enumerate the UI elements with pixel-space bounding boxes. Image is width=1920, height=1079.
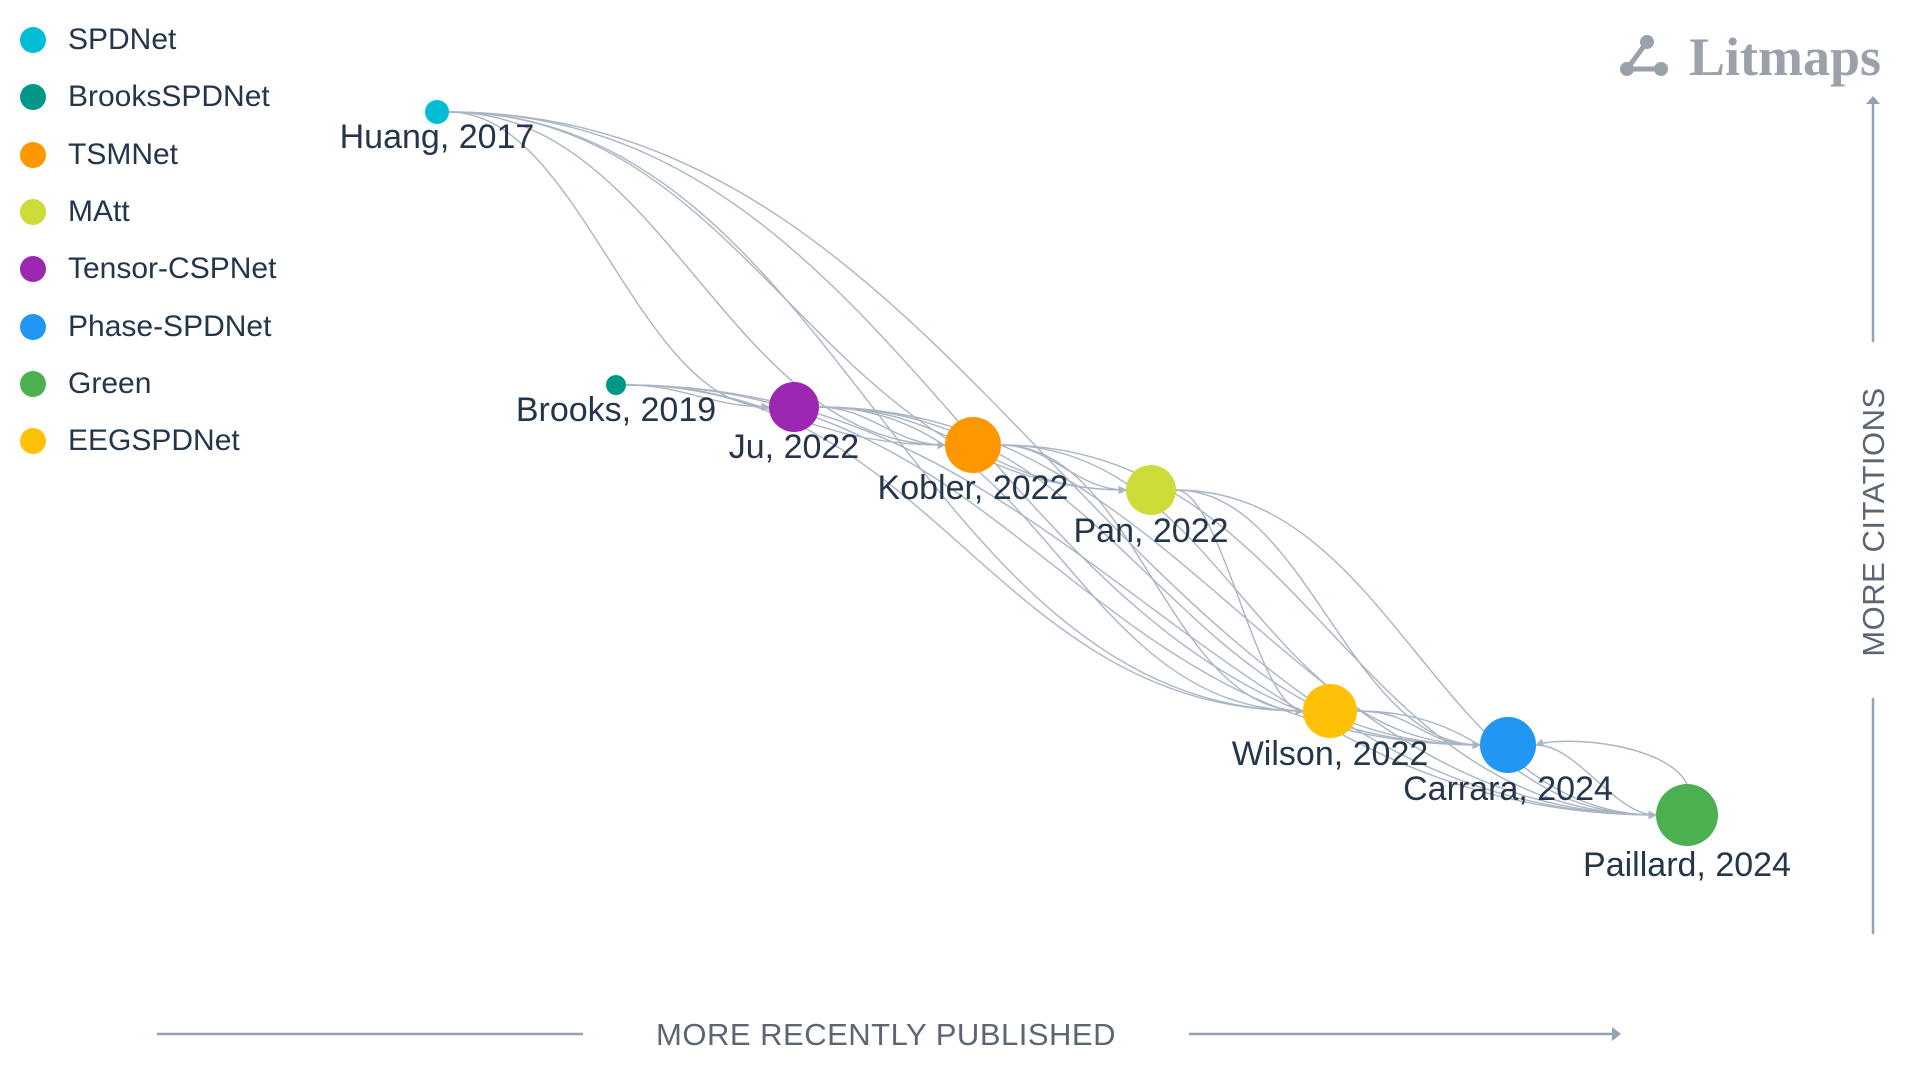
y-axis-label: MORE CITATIONS	[1856, 387, 1891, 656]
x-axis: MORE RECENTLY PUBLISHED	[157, 1017, 1621, 1052]
edges	[448, 111, 1688, 820]
paper-node-label[interactable]: Brooks, 2019	[516, 391, 716, 429]
legend-label: MAtt	[68, 194, 130, 228]
legend-color-dot	[20, 141, 46, 168]
citation-edge-paillard-carrara	[1535, 738, 1688, 785]
legend-label: BrooksSPDNet	[68, 80, 270, 114]
citation-edge-kobler-carrara	[1000, 444, 1481, 750]
citation-edge-carrara-paillard	[1535, 744, 1657, 820]
paper-node-circle[interactable]	[1126, 465, 1176, 515]
paper-node-pan[interactable]: Pan, 2022	[1073, 465, 1229, 550]
paper-node-label[interactable]: Huang, 2017	[340, 118, 535, 156]
paper-node-brooks[interactable]: Brooks, 2019	[516, 375, 716, 429]
legend-color-dot	[20, 428, 46, 455]
citation-edge-ju-wilson	[818, 406, 1304, 716]
brand-name: Litmaps	[1689, 27, 1881, 87]
legend-item[interactable]: Phase-SPDNet	[20, 307, 271, 347]
legend-item[interactable]: MAtt	[20, 192, 130, 232]
paper-node-kobler[interactable]: Kobler, 2022	[878, 417, 1069, 507]
citation-edge-wilson-carrara	[1356, 710, 1481, 750]
legend-item[interactable]: SPDNet	[20, 20, 176, 60]
legend-label: TSMNet	[68, 137, 179, 171]
paper-node-label[interactable]: Wilson, 2022	[1232, 735, 1429, 773]
paper-node-wilson[interactable]: Wilson, 2022	[1232, 684, 1429, 773]
legend-item[interactable]: Tensor-CSPNet	[20, 249, 276, 289]
citation-edge-pan-carrara	[1175, 489, 1481, 750]
paper-node-label[interactable]: Ju, 2022	[729, 428, 859, 466]
legend-label: EEGSPDNet	[68, 424, 240, 458]
legend-label: SPDNet	[68, 23, 177, 56]
legend-item[interactable]: EEGSPDNet	[20, 421, 240, 461]
legend-item[interactable]: Green	[20, 364, 151, 404]
paper-node-circle[interactable]	[425, 100, 449, 124]
paper-node-carrara[interactable]: Carrara, 2024	[1403, 717, 1613, 808]
legend-color-dot	[20, 256, 46, 283]
paper-node-paillard[interactable]: Paillard, 2024	[1583, 784, 1791, 884]
paper-node-label[interactable]: Pan, 2022	[1073, 512, 1228, 550]
legend-color-dot	[20, 84, 46, 111]
paper-node-circle[interactable]	[1480, 717, 1536, 773]
citation-edge-huang-paillard	[448, 111, 1657, 820]
citation-edge-pan-wilson	[1175, 489, 1304, 716]
legend-label: Tensor-CSPNet	[68, 252, 277, 286]
litmaps-logo[interactable]: Litmaps	[1620, 27, 1881, 87]
paper-node-circle[interactable]	[1303, 684, 1357, 738]
citation-edge-brooks-wilson	[625, 384, 1304, 716]
x-axis-arrow-icon	[1612, 1027, 1621, 1041]
citation-edge-huang-ju	[448, 111, 770, 412]
x-axis-label: MORE RECENTLY PUBLISHED	[656, 1017, 1116, 1052]
legend-color-dot	[20, 198, 46, 225]
paper-node-label[interactable]: Paillard, 2024	[1583, 846, 1791, 884]
legend-item[interactable]: BrooksSPDNet	[20, 77, 270, 117]
citation-edge-huang-kobler	[448, 111, 946, 450]
nodes: Huang, 2017 Brooks, 2019 Ju, 2022 Kobler, 2…	[340, 100, 1791, 884]
graph-nodes-icon	[1620, 35, 1668, 76]
citation-edge-pan-paillard	[1175, 489, 1657, 820]
legend-color-dot	[20, 313, 46, 340]
y-axis: MORE CITATIONS	[1856, 96, 1891, 934]
y-axis-arrow-icon	[1866, 96, 1880, 104]
citation-edge-kobler-paillard	[1000, 444, 1657, 820]
legend-item[interactable]: TSMNet	[20, 135, 178, 175]
paper-node-circle[interactable]	[769, 382, 819, 432]
paper-node-huang[interactable]: Huang, 2017	[340, 100, 535, 156]
citation-edge-ju-carrara	[818, 406, 1481, 750]
paper-node-circle[interactable]	[945, 417, 1001, 473]
legend-color-dot	[20, 27, 46, 53]
paper-node-circle[interactable]	[606, 375, 626, 395]
legend-label: Green	[68, 366, 152, 400]
paper-node-circle[interactable]	[1656, 784, 1718, 846]
legend-color-dot	[20, 370, 46, 397]
citation-edge-ju-kobler	[818, 406, 946, 450]
paper-node-label[interactable]: Carrara, 2024	[1403, 770, 1613, 808]
legend-label: Phase-SPDNet	[68, 309, 272, 343]
citation-edge-kobler-wilson	[1000, 444, 1304, 716]
paper-node-ju[interactable]: Ju, 2022	[729, 382, 859, 466]
paper-node-label[interactable]: Kobler, 2022	[878, 469, 1069, 507]
